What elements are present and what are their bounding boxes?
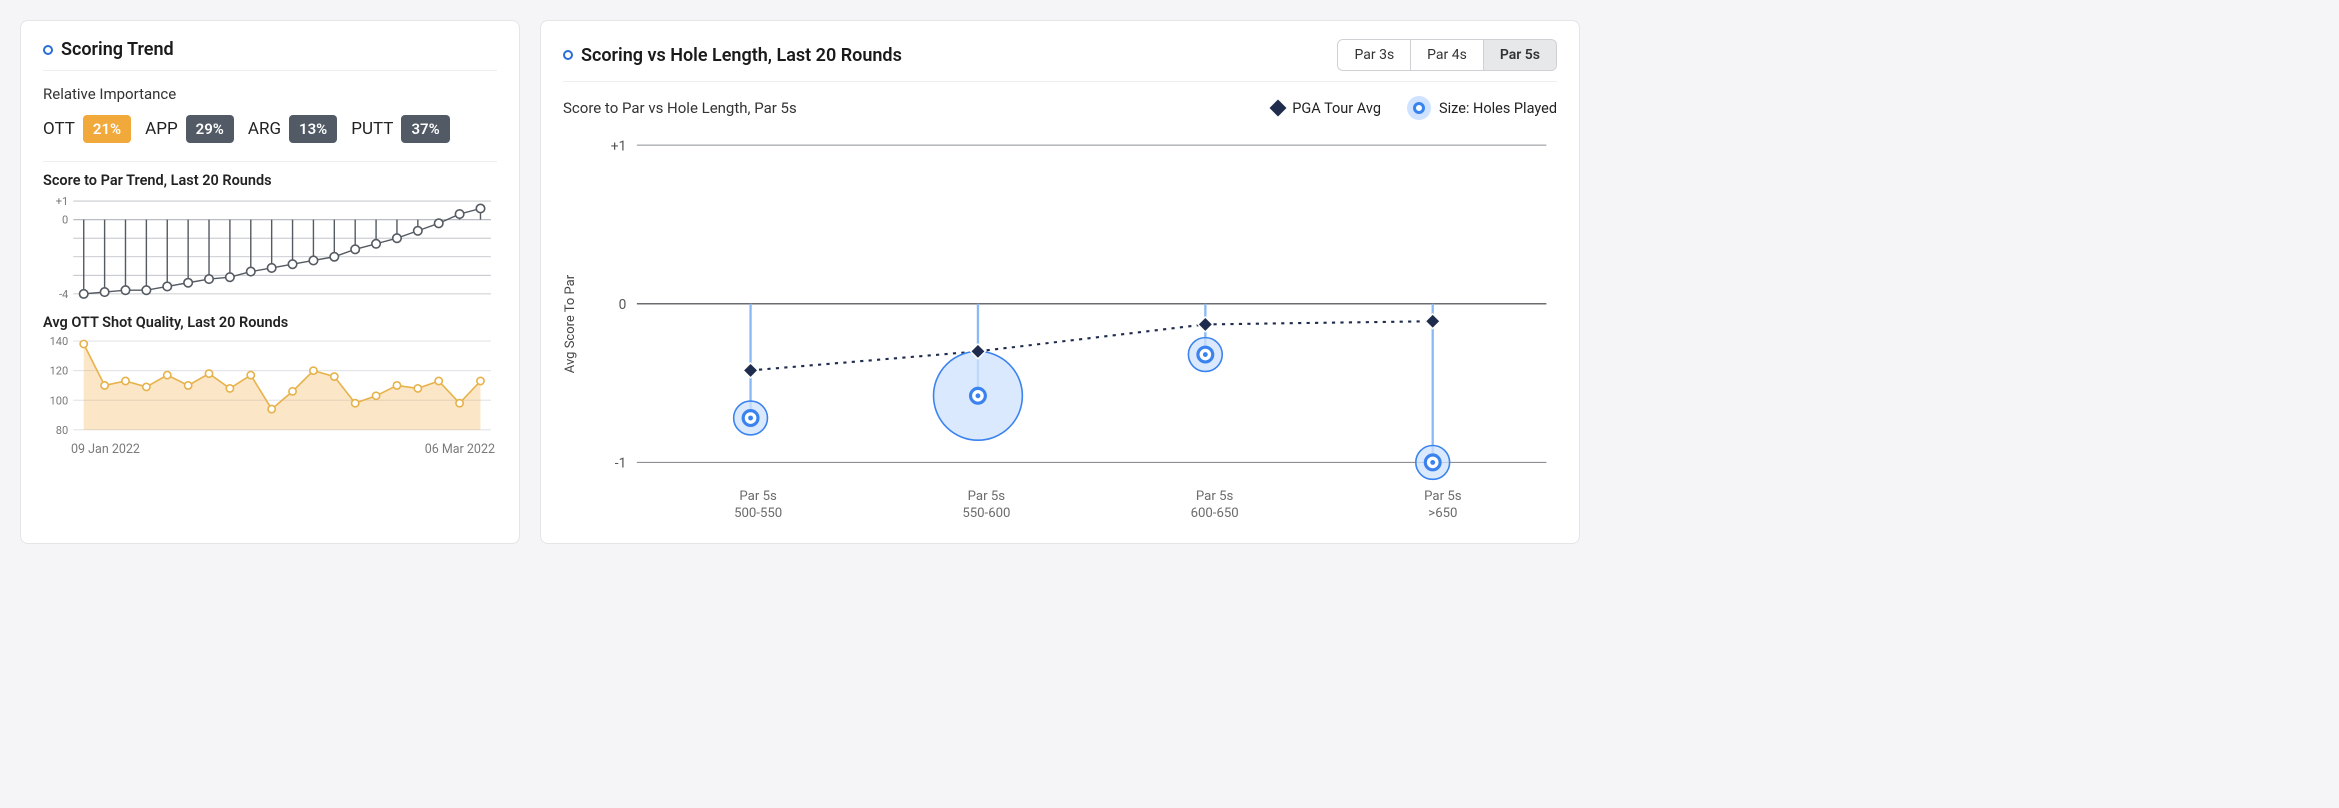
svg-text:+1: +1: [56, 195, 69, 208]
date-start: 09 Jan 2022: [71, 442, 140, 457]
tab-par-5s[interactable]: Par 5s: [1483, 40, 1556, 70]
svg-text:0: 0: [619, 297, 627, 313]
legend-size: Size: Holes Played: [1407, 96, 1557, 120]
importance-item: APP 29%: [145, 115, 234, 143]
svg-text:140: 140: [50, 335, 69, 348]
importance-name: ARG: [248, 119, 281, 139]
scoring-vs-length-card: Scoring vs Hole Length, Last 20 Rounds P…: [540, 20, 1580, 544]
legend-pga-label: PGA Tour Avg: [1292, 100, 1381, 117]
score-vs-length-chart: -1 0 +1: [584, 124, 1557, 484]
card-title-text: Scoring Trend: [61, 39, 174, 60]
scoring-trend-card: Scoring Trend Relative Importance OTT 21%…: [20, 20, 520, 544]
svg-text:-1: -1: [615, 456, 627, 472]
importance-badge: 13%: [289, 115, 337, 143]
importance-item: OTT 21%: [43, 115, 131, 143]
x-category: Par 5s>650: [1329, 488, 1557, 524]
importance-badge: 29%: [186, 115, 234, 143]
importance-name: OTT: [43, 119, 75, 139]
chart-subtitle: Score to Par vs Hole Length, Par 5s: [563, 99, 797, 117]
svg-text:120: 120: [50, 365, 69, 378]
svg-text:-4: -4: [59, 288, 68, 301]
x-category: Par 5s550-600: [872, 488, 1100, 524]
card-title-text: Scoring vs Hole Length, Last 20 Rounds: [581, 45, 902, 66]
par-tabs: Par 3sPar 4sPar 5s: [1337, 39, 1557, 71]
card-title: Scoring Trend: [43, 39, 174, 60]
x-category: Par 5s500-550: [644, 488, 872, 524]
date-end: 06 Mar 2022: [425, 442, 495, 457]
relative-importance-label: Relative Importance: [43, 85, 497, 103]
tab-par-4s[interactable]: Par 4s: [1410, 40, 1483, 70]
bubble-icon: [1407, 96, 1431, 120]
ott-quality-title: Avg OTT Shot Quality, Last 20 Rounds: [43, 314, 497, 331]
divider: [43, 70, 497, 71]
bullet-icon: [43, 45, 53, 55]
importance-badge: 37%: [401, 115, 449, 143]
bullet-icon: [563, 50, 573, 60]
importance-badge: 21%: [83, 115, 131, 143]
x-categories: Par 5s500-550Par 5s550-600Par 5s600-650P…: [584, 488, 1557, 524]
y-axis-label: Avg Score To Par: [563, 124, 578, 523]
importance-name: PUTT: [351, 119, 393, 139]
ott-quality-chart: 80 100 120 140: [43, 335, 497, 436]
legend-size-label: Size: Holes Played: [1439, 100, 1557, 117]
svg-text:80: 80: [56, 424, 68, 436]
x-category: Par 5s600-650: [1101, 488, 1329, 524]
importance-item: ARG 13%: [248, 115, 337, 143]
importance-name: APP: [145, 119, 178, 139]
tab-par-3s[interactable]: Par 3s: [1338, 40, 1410, 70]
divider: [43, 161, 497, 162]
importance-item: PUTT 37%: [351, 115, 449, 143]
divider: [563, 81, 1557, 82]
card-title: Scoring vs Hole Length, Last 20 Rounds: [563, 45, 902, 66]
score-trend-chart: -4 0 +1: [43, 193, 497, 304]
svg-text:0: 0: [62, 214, 68, 227]
svg-text:+1: +1: [611, 138, 627, 154]
importance-row: OTT 21% APP 29% ARG 13% PUTT 37%: [43, 115, 497, 143]
score-trend-title: Score to Par Trend, Last 20 Rounds: [43, 172, 497, 189]
svg-text:100: 100: [50, 394, 69, 407]
legend-pga: PGA Tour Avg: [1272, 100, 1381, 117]
diamond-icon: [1270, 100, 1287, 117]
